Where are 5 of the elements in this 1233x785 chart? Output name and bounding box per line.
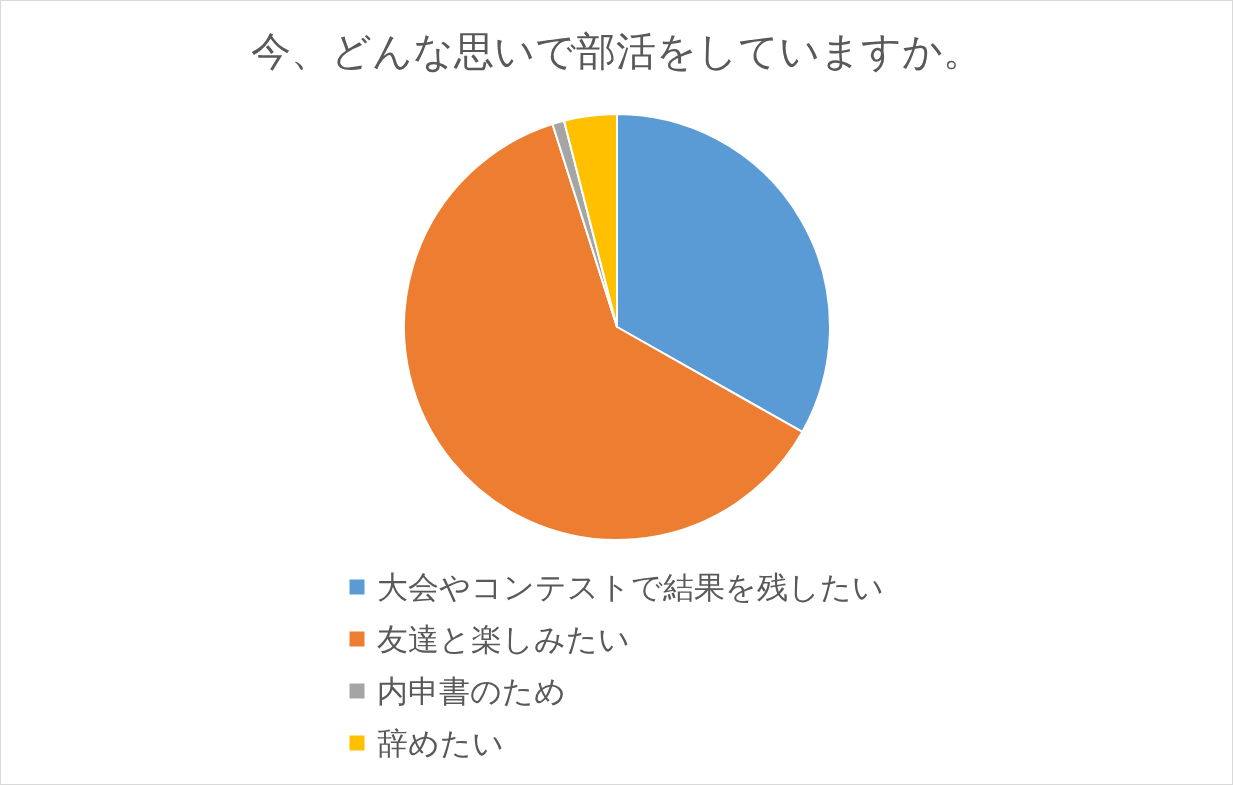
legend-label: 友達と楽しみたい [376,621,630,657]
title: 今、どんな思いで部活をしていますか。 [250,28,983,74]
legend-label: 辞めたい [376,725,504,761]
legend-label: 大会やコンテストで結果を残したい [376,569,884,605]
legend-label: 内申書のため [376,673,566,709]
